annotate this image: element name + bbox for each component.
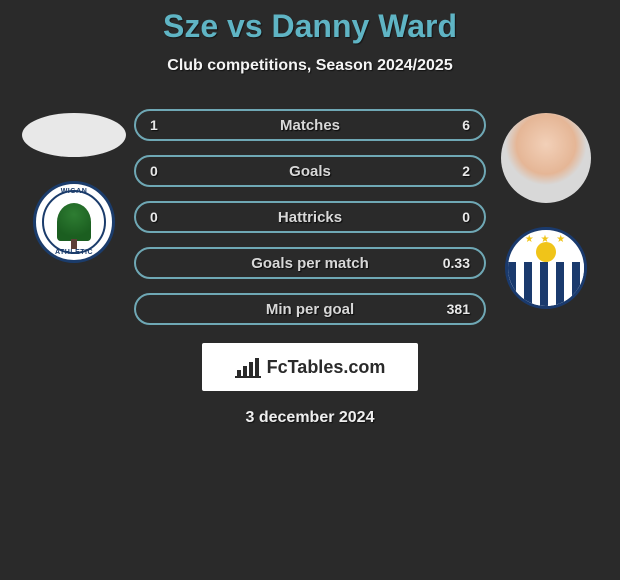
footer-brand-text: FcTables.com: [267, 357, 386, 378]
stat-row: 1 Matches 6: [134, 109, 486, 141]
stat-label: Hattricks: [278, 209, 342, 226]
stat-left-value: 1: [150, 117, 158, 133]
stat-right-value: 2: [462, 163, 470, 179]
comparison-body: WIGAN ATHLETIC 1 Matches 6 0 Goals 2 0 Hattrick…: [0, 103, 620, 325]
comparison-infographic: Sze vs Danny Ward Club competitions, Sea…: [0, 0, 620, 580]
stat-label: Matches: [280, 117, 340, 134]
bar-chart-icon: [235, 356, 261, 378]
stat-left-value: 0: [150, 163, 158, 179]
stat-right-value: 6: [462, 117, 470, 133]
stat-row: 0 Goals 2: [134, 155, 486, 187]
stats-column: 1 Matches 6 0 Goals 2 0 Hattricks 0 Goals per mat…: [134, 103, 486, 325]
page-title: Sze vs Danny Ward: [163, 8, 457, 45]
stat-row: Goals per match 0.33: [134, 247, 486, 279]
left-player-column: WIGAN ATHLETIC: [14, 103, 134, 263]
club-badge-label-bottom: ATHLETIC: [55, 249, 93, 256]
page-subtitle: Club competitions, Season 2024/2025: [167, 57, 452, 75]
stat-label: Goals: [289, 163, 331, 180]
stat-right-value: 381: [447, 301, 470, 317]
right-player-column: ★ ★ ★: [486, 103, 606, 309]
stat-left-value: 0: [150, 209, 158, 225]
stat-row: 0 Hattricks 0: [134, 201, 486, 233]
player-photo-right: [501, 113, 591, 203]
generation-date: 3 december 2024: [246, 409, 375, 427]
stat-row: Min per goal 381: [134, 293, 486, 325]
club-badge-left: WIGAN ATHLETIC: [33, 181, 115, 263]
stripes-icon: [508, 262, 584, 306]
badge-center-icon: [536, 242, 556, 262]
stat-right-value: 0: [462, 209, 470, 225]
stat-label: Min per goal: [266, 301, 354, 318]
footer-brand-badge: FcTables.com: [202, 343, 418, 391]
stat-right-value: 0.33: [443, 255, 470, 271]
club-badge-label-top: WIGAN: [61, 188, 88, 195]
player-photo-left: [22, 113, 126, 157]
tree-icon: [57, 203, 91, 241]
stat-label: Goals per match: [251, 255, 369, 272]
club-badge-right: ★ ★ ★: [505, 227, 587, 309]
